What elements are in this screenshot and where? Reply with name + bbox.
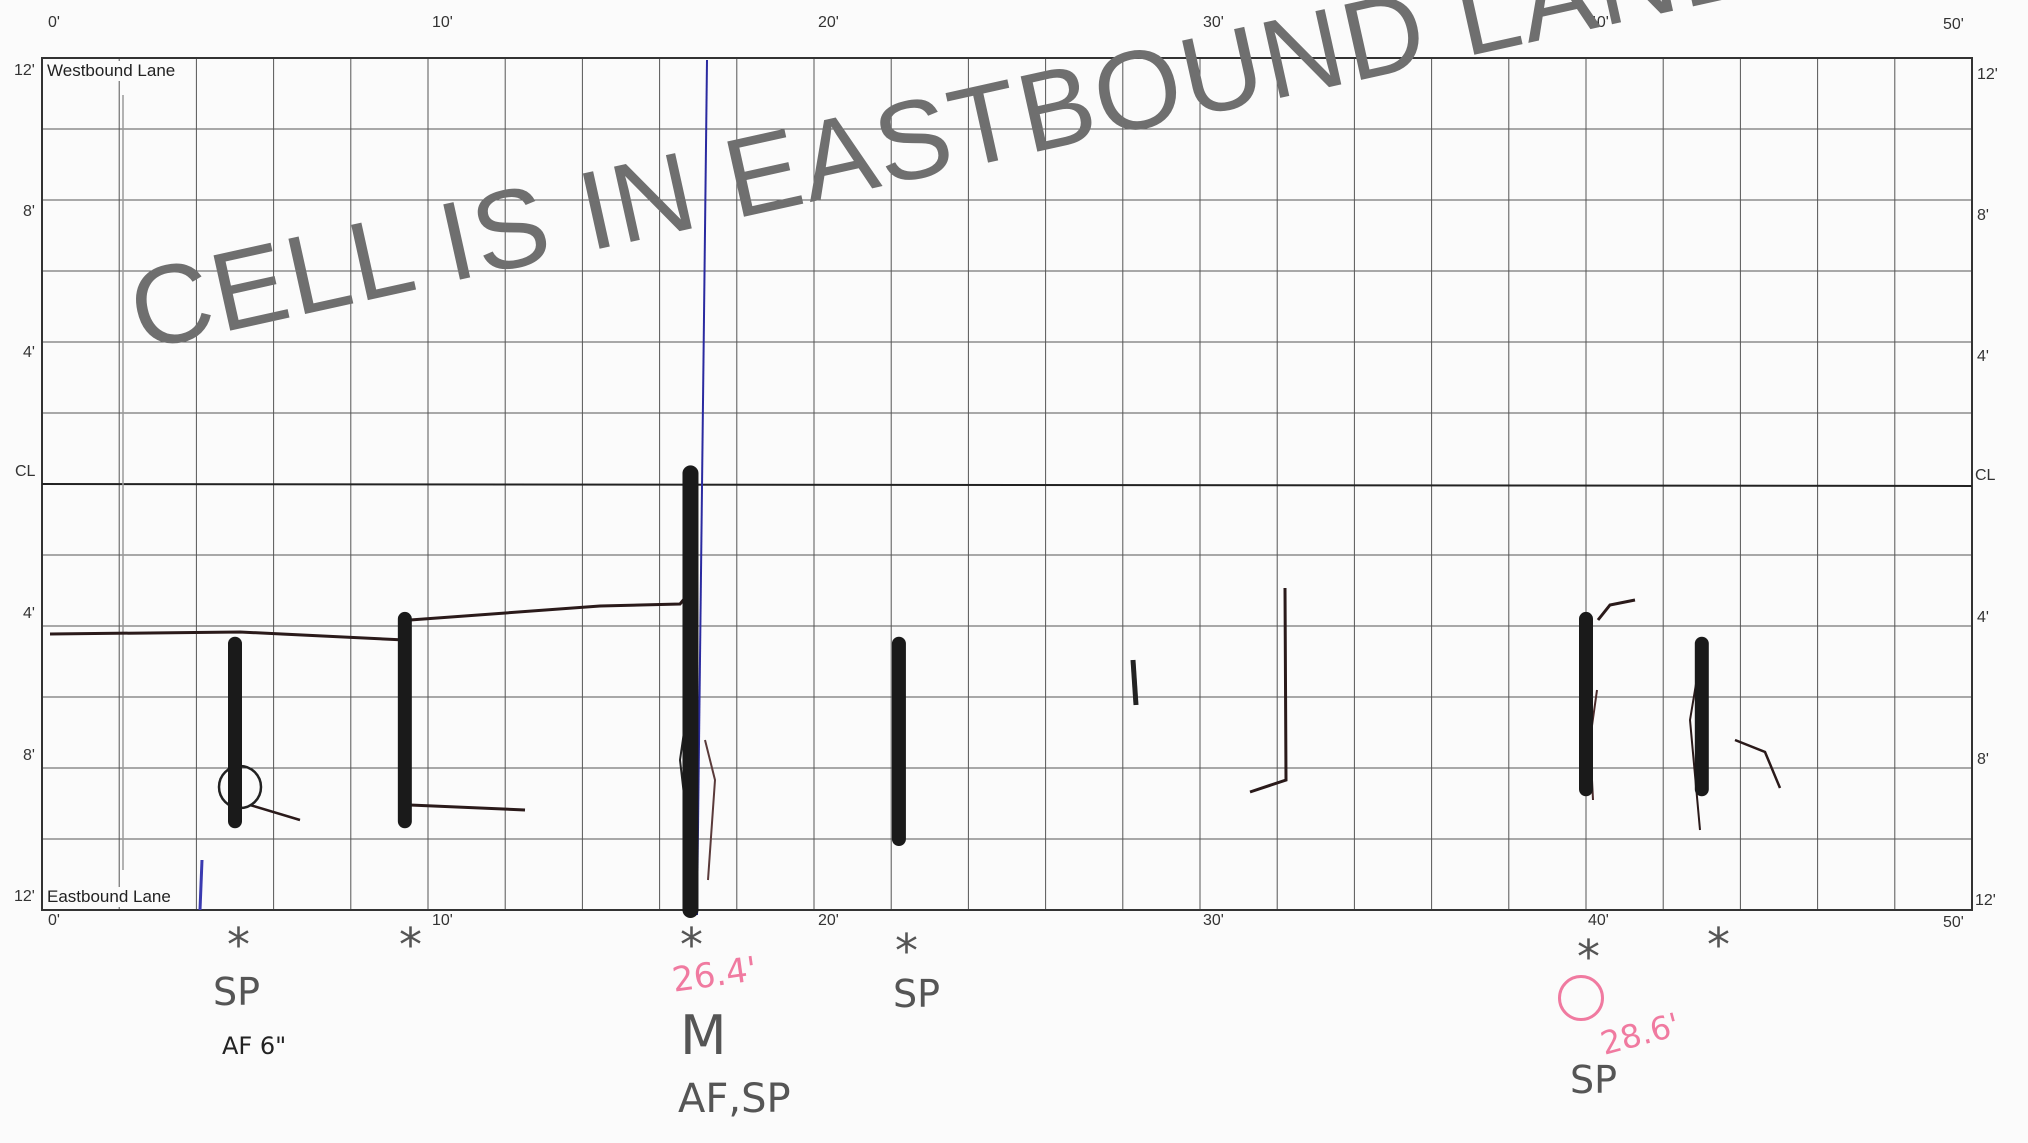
y-tick-left-4-east: 4'	[23, 605, 35, 622]
y-tick-left-cl: CL	[15, 463, 36, 480]
short-mark	[1130, 659, 1139, 706]
x-tick-top-40: 40'	[1588, 14, 1609, 31]
y-tick-right-4-east: 4'	[1977, 609, 1989, 626]
sketch-hook-2	[1734, 738, 1782, 789]
y-tick-left-12-west: 12'	[14, 62, 35, 79]
centerline	[41, 483, 1973, 487]
crack-markers	[228, 465, 1709, 918]
y-tick-right-8-east: 8'	[1977, 751, 1989, 768]
westbound-lane-label: Westbound Lane	[45, 61, 178, 81]
x-tick-bottom-0: 0'	[48, 912, 60, 929]
eastbound-lane-label: Eastbound Lane	[45, 887, 173, 907]
annotation-1-note: AF 6"	[222, 1032, 287, 1060]
y-tick-right-cl: CL	[1975, 467, 1996, 484]
annotation-5-circle-mark	[1558, 975, 1604, 1021]
x-tick-top-0: 0'	[48, 14, 60, 31]
annotation-1-star: *	[227, 918, 250, 972]
sketch-line-bottom	[409, 803, 526, 812]
annotation-1-code: SP	[213, 970, 261, 1014]
annotation-3-code: M	[680, 1004, 727, 1067]
annotation-4-star: *	[895, 924, 918, 978]
x-tick-bottom-40: 40'	[1588, 912, 1609, 929]
sketch-crack-2	[704, 739, 717, 881]
x-tick-bottom-20: 20'	[818, 912, 839, 929]
annotation-6-star: *	[1707, 918, 1730, 972]
x-tick-top-10: 10'	[432, 14, 453, 31]
annotation-3-star: *	[680, 918, 703, 972]
y-tick-right-4-west: 4'	[1977, 348, 1989, 365]
annotation-5-star: *	[1577, 930, 1600, 984]
blue-sketch-line	[696, 59, 708, 916]
x-tick-top-30: 30'	[1203, 14, 1224, 31]
y-tick-left-8-east: 8'	[23, 747, 35, 764]
x-tick-bottom-10: 10'	[432, 912, 453, 929]
y-tick-left-12-east: 12'	[14, 888, 35, 905]
sketch-hook-1	[1596, 598, 1636, 621]
x-tick-bottom-50: 50'	[1943, 914, 1964, 931]
y-tick-left-4-west: 4'	[23, 344, 35, 361]
annotation-3-note: AF,SP	[678, 1076, 791, 1122]
sketch-line-left	[49, 630, 406, 642]
grid-lines	[42, 58, 1972, 910]
x-tick-top-20: 20'	[818, 14, 839, 31]
y-tick-right-12-west: 12'	[1977, 66, 1998, 83]
sketch-curl-1	[249, 803, 301, 822]
annotation-5-code: SP	[1570, 1058, 1618, 1102]
x-tick-bottom-30: 30'	[1203, 912, 1224, 929]
annotation-2-star: *	[399, 918, 422, 972]
y-tick-right-12-east: 12'	[1975, 892, 1996, 909]
x-tick-top-50: 50'	[1943, 16, 1964, 33]
blue-tick-mark	[198, 859, 204, 911]
sketch-line-mid	[409, 591, 692, 622]
y-tick-right-8-west: 8'	[1977, 207, 1989, 224]
annotation-4-code: SP	[893, 972, 941, 1016]
y-tick-left-8-west: 8'	[23, 203, 35, 220]
sketch-l-line	[1249, 587, 1288, 794]
